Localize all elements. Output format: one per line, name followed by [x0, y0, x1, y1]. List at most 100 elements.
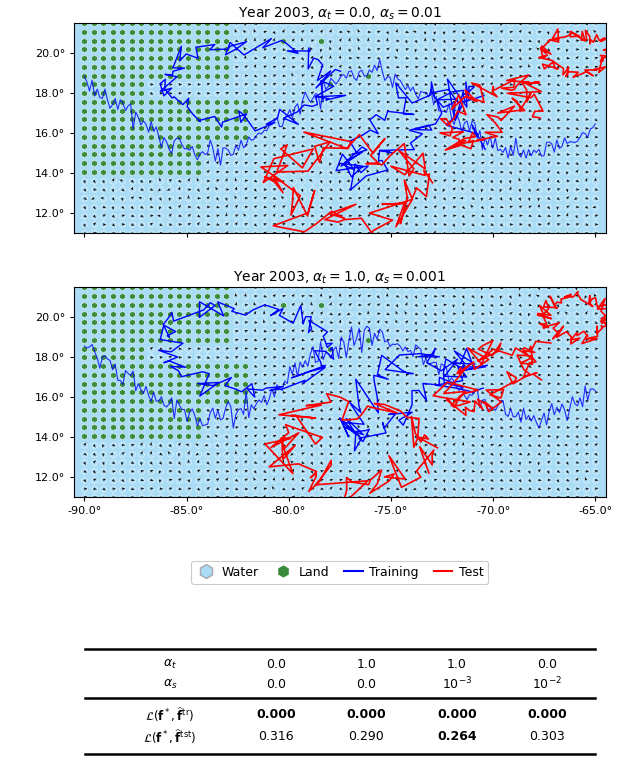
Point: [89, 61, 99, 73]
Point: [240, 61, 250, 73]
Point: [420, 52, 430, 64]
Point: [420, 209, 430, 222]
Point: [212, 456, 222, 469]
Point: [297, 290, 307, 303]
Point: [164, 482, 174, 495]
Point: [297, 17, 307, 29]
Point: [344, 78, 354, 90]
Point: [269, 386, 279, 398]
Point: [534, 386, 544, 398]
Point: [326, 378, 336, 390]
Point: [203, 25, 213, 38]
Point: [363, 412, 373, 425]
Point: [164, 201, 174, 213]
Point: [89, 360, 99, 372]
Point: [89, 69, 99, 82]
Point: [344, 360, 354, 372]
Point: [184, 166, 193, 178]
Point: [486, 438, 496, 451]
Point: [534, 218, 544, 231]
Point: [89, 465, 99, 477]
Point: [477, 113, 487, 126]
Point: [174, 404, 184, 416]
Point: [486, 192, 496, 205]
Point: [174, 422, 184, 434]
Point: [449, 87, 459, 100]
Point: [534, 130, 544, 143]
Point: [212, 69, 222, 82]
Point: [515, 360, 525, 372]
Point: [231, 104, 241, 117]
Point: [307, 360, 316, 372]
Point: [335, 343, 345, 355]
Point: [524, 343, 534, 355]
Point: [212, 307, 222, 320]
Point: [269, 174, 279, 187]
Point: [401, 78, 411, 90]
Point: [534, 52, 544, 64]
Point: [326, 448, 336, 460]
Point: [231, 351, 241, 364]
Point: [231, 25, 241, 38]
Point: [401, 35, 411, 47]
Point: [383, 61, 392, 73]
Point: [98, 395, 108, 408]
Point: [297, 209, 307, 222]
Point: [278, 192, 288, 205]
Point: [155, 113, 165, 126]
Point: [430, 113, 439, 126]
Point: [467, 148, 477, 161]
Point: [552, 404, 562, 416]
Point: [543, 183, 553, 195]
Point: [335, 404, 345, 416]
Point: [316, 325, 326, 337]
Point: [477, 140, 487, 152]
Point: [221, 192, 231, 205]
Point: [401, 61, 411, 73]
Point: [590, 61, 600, 73]
Point: [297, 174, 307, 187]
Point: [316, 52, 326, 64]
Point: [240, 448, 250, 460]
Point: [449, 422, 459, 434]
Point: [590, 96, 600, 108]
Point: [383, 351, 392, 364]
Point: [392, 412, 402, 425]
Point: [420, 130, 430, 143]
Point: [344, 17, 354, 29]
Point: [496, 140, 506, 152]
Point: [269, 43, 279, 56]
Point: [184, 61, 193, 73]
Point: [231, 281, 241, 293]
Point: [307, 474, 316, 486]
Point: [354, 395, 364, 408]
Point: [193, 25, 203, 38]
Point: [221, 113, 231, 126]
Point: [458, 43, 468, 56]
Point: [240, 35, 250, 47]
Point: [307, 281, 316, 293]
Point: [335, 69, 345, 82]
Point: [117, 299, 127, 311]
Point: [212, 474, 222, 486]
Point: [354, 404, 364, 416]
Point: [326, 96, 336, 108]
Point: [297, 104, 307, 117]
Point: [146, 183, 156, 195]
Point: [401, 69, 411, 82]
Point: [562, 218, 572, 231]
Point: [269, 299, 279, 311]
Point: [250, 78, 260, 90]
Point: [572, 456, 582, 469]
Point: [108, 474, 117, 486]
Point: [344, 157, 354, 169]
Point: [193, 166, 203, 178]
Point: [98, 351, 108, 364]
Point: [316, 166, 326, 178]
Point: [278, 369, 288, 381]
Point: [420, 317, 430, 329]
Point: [297, 438, 307, 451]
Point: [411, 281, 421, 293]
Point: [98, 35, 108, 47]
Point: [496, 438, 506, 451]
